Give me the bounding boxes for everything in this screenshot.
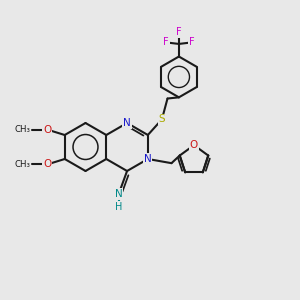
Text: N: N xyxy=(115,189,122,199)
Text: N: N xyxy=(144,154,152,164)
Text: O: O xyxy=(43,124,51,135)
Text: CH₃: CH₃ xyxy=(14,125,30,134)
Text: CH₃: CH₃ xyxy=(14,160,30,169)
Text: F: F xyxy=(189,38,194,47)
Text: F: F xyxy=(176,27,182,37)
Text: N: N xyxy=(123,118,131,128)
Text: S: S xyxy=(159,114,165,124)
Text: O: O xyxy=(190,140,198,150)
Text: H: H xyxy=(115,202,122,212)
Text: F: F xyxy=(164,38,169,47)
Text: O: O xyxy=(43,159,51,170)
